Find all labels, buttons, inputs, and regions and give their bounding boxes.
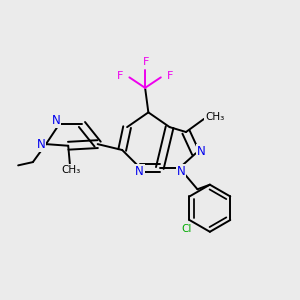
Text: F: F [142, 57, 149, 67]
Text: CH₃: CH₃ [205, 112, 224, 122]
Text: CH₃: CH₃ [62, 165, 81, 175]
Text: N: N [37, 138, 45, 151]
Text: N: N [135, 165, 144, 178]
Text: F: F [167, 71, 173, 81]
Text: N: N [197, 145, 206, 158]
Text: Cl: Cl [181, 224, 191, 234]
Text: F: F [117, 71, 123, 81]
Text: N: N [177, 165, 185, 178]
Text: N: N [51, 114, 60, 127]
